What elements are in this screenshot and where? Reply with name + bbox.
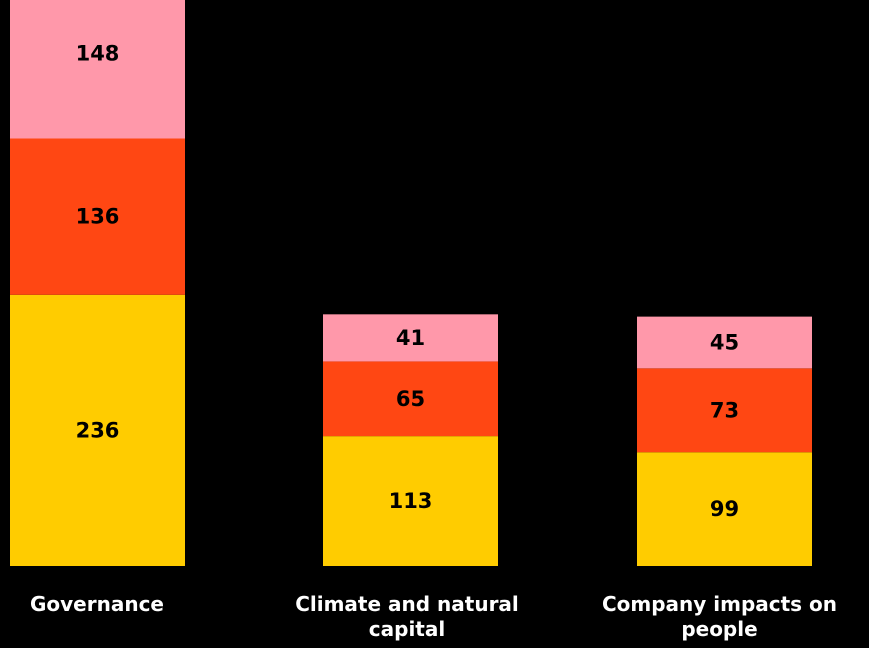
data-label-company-impacts-on-people-bottom: 99 bbox=[710, 497, 739, 521]
data-label-climate-and-natural-capital-bottom: 113 bbox=[389, 489, 433, 513]
data-label-climate-and-natural-capital-middle: 65 bbox=[396, 387, 425, 411]
category-label-climate-and-natural-capital: Climate and natural capital bbox=[295, 592, 519, 641]
category-label-governance: Governance bbox=[29, 592, 164, 616]
bar-segment-climate-and-natural-capital-top bbox=[323, 314, 498, 362]
data-label-climate-and-natural-capital-top: 41 bbox=[396, 326, 425, 350]
bar-segment-company-impacts-on-people-middle bbox=[637, 368, 812, 453]
bar-segment-climate-and-natural-capital-middle bbox=[323, 361, 498, 437]
category-label-company-impacts-on-people: Company impacts on people bbox=[601, 592, 838, 641]
bar-segment-climate-and-natural-capital-bottom bbox=[323, 436, 498, 566]
data-label-company-impacts-on-people-top: 45 bbox=[710, 330, 739, 354]
data-label-governance-bottom: 236 bbox=[76, 418, 120, 442]
data-label-company-impacts-on-people-middle: 73 bbox=[710, 398, 739, 422]
data-label-governance-top: 148 bbox=[76, 41, 120, 65]
data-label-governance-middle: 136 bbox=[76, 205, 120, 229]
bar-segment-governance-top bbox=[10, 0, 185, 139]
bar-segment-company-impacts-on-people-bottom bbox=[637, 452, 812, 566]
bar-segment-governance-bottom bbox=[10, 294, 185, 566]
bar-segment-company-impacts-on-people-top bbox=[637, 316, 812, 369]
bar-segment-governance-middle bbox=[10, 138, 185, 295]
